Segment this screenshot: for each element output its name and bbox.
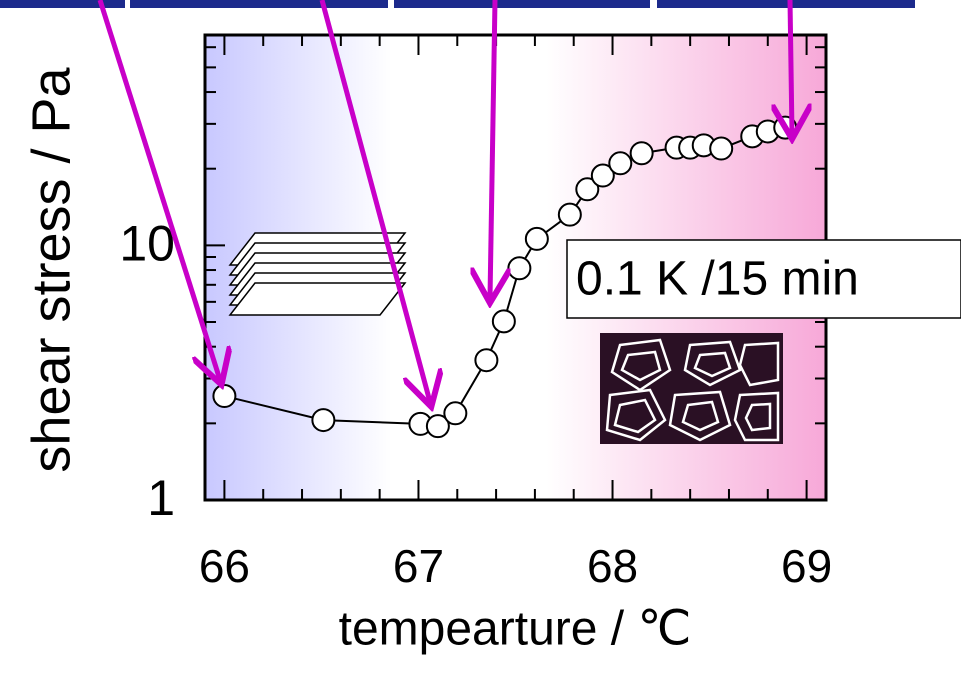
data-point bbox=[557, 202, 582, 227]
x-tick-label: 67 bbox=[393, 540, 444, 592]
data-point bbox=[524, 226, 549, 251]
data-point bbox=[443, 401, 468, 426]
y-axis-label: shear stress / Pa bbox=[21, 66, 81, 472]
data-point bbox=[425, 414, 450, 439]
x-axis-label: tempearture / ℃ bbox=[339, 603, 692, 656]
data-point bbox=[709, 136, 734, 161]
x-tick-label: 68 bbox=[587, 540, 638, 592]
top-image-strips bbox=[0, 0, 915, 8]
data-point bbox=[507, 256, 532, 281]
arrows bbox=[97, 0, 792, 402]
x-tick-label: 69 bbox=[781, 540, 832, 592]
x-tick-label: 66 bbox=[199, 540, 250, 592]
y-tick-label: 1 bbox=[147, 470, 175, 526]
layer bbox=[228, 282, 407, 316]
data-point bbox=[212, 384, 237, 409]
y-tick-label: 10 bbox=[119, 216, 175, 272]
data-point bbox=[608, 151, 633, 176]
data bbox=[212, 115, 798, 439]
annotation-box bbox=[566, 239, 961, 319]
data-point bbox=[629, 141, 654, 166]
data-point bbox=[474, 348, 499, 373]
data-point bbox=[575, 177, 600, 202]
layer-stack-diagram bbox=[228, 232, 407, 316]
annotation: 0.1 K /15 min bbox=[576, 253, 859, 306]
domain-pattern bbox=[600, 333, 783, 444]
data-point bbox=[590, 163, 615, 188]
data-point bbox=[311, 408, 336, 433]
ticks: 66 67 68 69 1 10 bbox=[119, 35, 832, 592]
data-point bbox=[491, 309, 516, 334]
